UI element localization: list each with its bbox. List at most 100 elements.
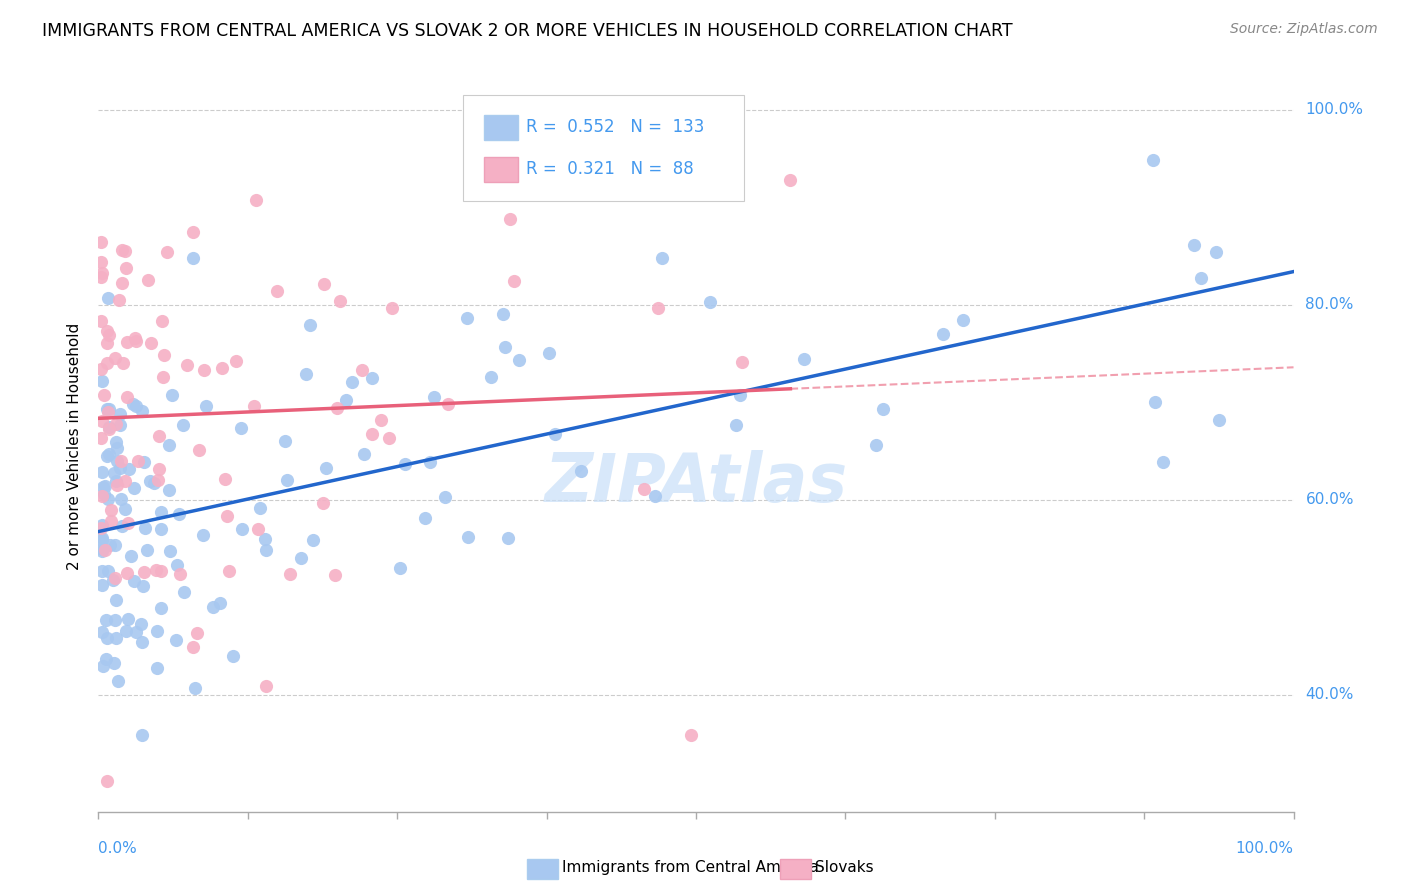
Point: [115, 390, 138, 404]
Point: [131, 635, 153, 649]
Point: [571, 464, 593, 478]
Point: [413, 511, 436, 525]
Point: [176, 358, 198, 372]
Point: [98, 538, 121, 552]
Point: [91, 489, 114, 503]
Text: Immigrants from Central America: Immigrants from Central America: [562, 861, 820, 875]
Point: [157, 483, 180, 497]
Point: [298, 318, 321, 332]
Point: [107, 478, 129, 492]
Point: [302, 533, 325, 547]
Point: [97, 420, 120, 434]
Point: [211, 361, 233, 376]
Point: [111, 518, 134, 533]
Point: [104, 474, 127, 488]
Point: [97, 564, 120, 578]
Point: [793, 352, 815, 367]
Point: [115, 334, 138, 349]
Point: [1189, 270, 1212, 285]
Text: 60.0%: 60.0%: [1306, 492, 1354, 508]
Point: [498, 212, 520, 227]
Text: 40.0%: 40.0%: [1306, 687, 1354, 702]
Point: [245, 193, 267, 207]
Point: [107, 673, 129, 688]
Point: [98, 422, 121, 436]
Point: [952, 312, 974, 326]
Point: [183, 681, 205, 695]
Point: [326, 401, 349, 415]
Point: [294, 367, 316, 381]
Point: [114, 244, 136, 258]
Point: [377, 431, 399, 445]
Point: [360, 371, 382, 385]
Bar: [485, 157, 517, 182]
Point: [114, 501, 136, 516]
Point: [91, 266, 114, 280]
Point: [90, 432, 112, 446]
Point: [91, 480, 114, 494]
Point: [146, 473, 169, 487]
Point: [389, 561, 412, 575]
Point: [335, 392, 357, 407]
Point: [730, 355, 752, 369]
Point: [125, 399, 148, 413]
Point: [181, 225, 204, 239]
Point: [149, 522, 172, 536]
Point: [166, 558, 188, 572]
Text: ZIPAtlas: ZIPAtlas: [544, 450, 848, 516]
Point: [865, 438, 887, 452]
Point: [931, 326, 953, 341]
Point: [108, 418, 131, 433]
Point: [94, 542, 117, 557]
Point: [218, 564, 240, 578]
Point: [242, 399, 264, 413]
Point: [350, 362, 373, 376]
Point: [191, 528, 214, 542]
Point: [172, 418, 194, 433]
Point: [96, 632, 118, 646]
Point: [193, 363, 215, 377]
Point: [148, 429, 170, 443]
Point: [502, 274, 524, 288]
Point: [340, 376, 363, 390]
Point: [150, 313, 173, 327]
Point: [181, 640, 204, 654]
Point: [93, 388, 115, 402]
Point: [136, 542, 159, 557]
Point: [91, 578, 114, 592]
Point: [254, 532, 277, 546]
Y-axis label: 2 or more Vehicles in Household: 2 or more Vehicles in Household: [67, 322, 83, 570]
Point: [1182, 238, 1205, 252]
Point: [96, 356, 118, 370]
Point: [94, 613, 117, 627]
Point: [98, 447, 121, 461]
Point: [117, 612, 139, 626]
Point: [187, 442, 209, 457]
Point: [183, 252, 205, 266]
Text: 0.0%: 0.0%: [98, 841, 138, 856]
Point: [90, 270, 112, 285]
Point: [90, 521, 112, 535]
Point: [125, 625, 148, 640]
Point: [90, 314, 112, 328]
Point: [1208, 413, 1230, 427]
Point: [353, 447, 375, 461]
Point: [90, 235, 112, 249]
Point: [91, 466, 114, 480]
Point: [167, 508, 190, 522]
Point: [91, 531, 114, 545]
Point: [165, 632, 187, 647]
Point: [360, 427, 382, 442]
Point: [647, 301, 669, 315]
Point: [1142, 153, 1164, 168]
Text: 80.0%: 80.0%: [1306, 297, 1354, 312]
Point: [249, 501, 271, 516]
Point: [134, 521, 156, 535]
Point: [115, 624, 138, 638]
Point: [142, 475, 165, 490]
Point: [98, 401, 121, 416]
Point: [103, 657, 125, 671]
Point: [122, 574, 145, 588]
Point: [1144, 395, 1167, 409]
Point: [209, 596, 232, 610]
